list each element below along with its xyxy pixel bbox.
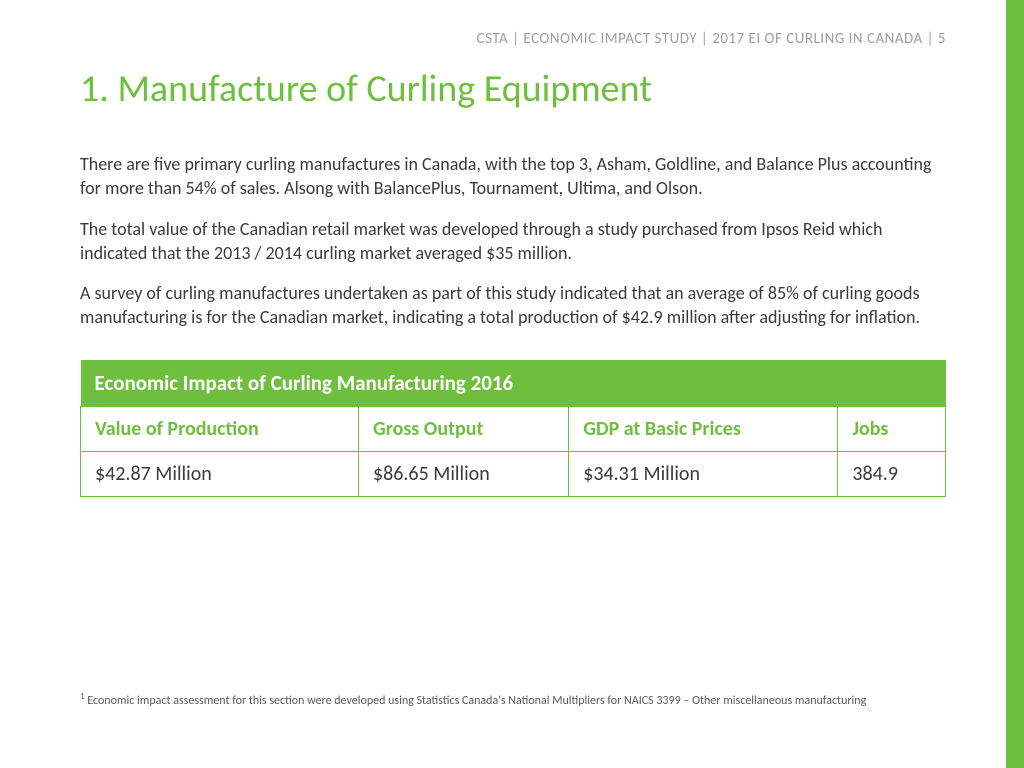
- table-cell: 384.9: [838, 451, 946, 496]
- table-cell: $86.65 Million: [358, 451, 568, 496]
- table-col-head: GDP at Basic Prices: [569, 406, 838, 451]
- table-col-head: Gross Output: [358, 406, 568, 451]
- table-row: $42.87 Million $86.65 Million $34.31 Mil…: [81, 451, 946, 496]
- table-col-head: Value of Production: [81, 406, 359, 451]
- table-cell: $34.31 Million: [569, 451, 838, 496]
- footnote-marker: 1: [80, 691, 85, 702]
- table-header-row: Value of Production Gross Output GDP at …: [81, 406, 946, 451]
- table-title-row: Economic Impact of Curling Manufacturing…: [81, 360, 946, 407]
- running-head: CSTA | ECONOMIC IMPACT STUDY | 2017 EI O…: [80, 30, 946, 48]
- page-content: CSTA | ECONOMIC IMPACT STUDY | 2017 EI O…: [0, 0, 1006, 497]
- footnote-text: Economic impact assessment for this sect…: [87, 694, 866, 708]
- table-title-cell: Economic Impact of Curling Manufacturing…: [81, 360, 946, 407]
- body-paragraph: There are five primary curling manufactu…: [80, 152, 946, 201]
- impact-table: Economic Impact of Curling Manufacturing…: [80, 360, 946, 497]
- body-paragraph: A survey of curling manufactures underta…: [80, 281, 946, 330]
- side-accent-bar: [1006, 0, 1024, 768]
- footnote: 1 Economic impact assessment for this se…: [80, 691, 960, 708]
- table-cell: $42.87 Million: [81, 451, 359, 496]
- page-title: 1. Manufacture of Curling Equipment: [80, 66, 946, 112]
- table-col-head: Jobs: [838, 406, 946, 451]
- body-paragraph: The total value of the Canadian retail m…: [80, 217, 946, 266]
